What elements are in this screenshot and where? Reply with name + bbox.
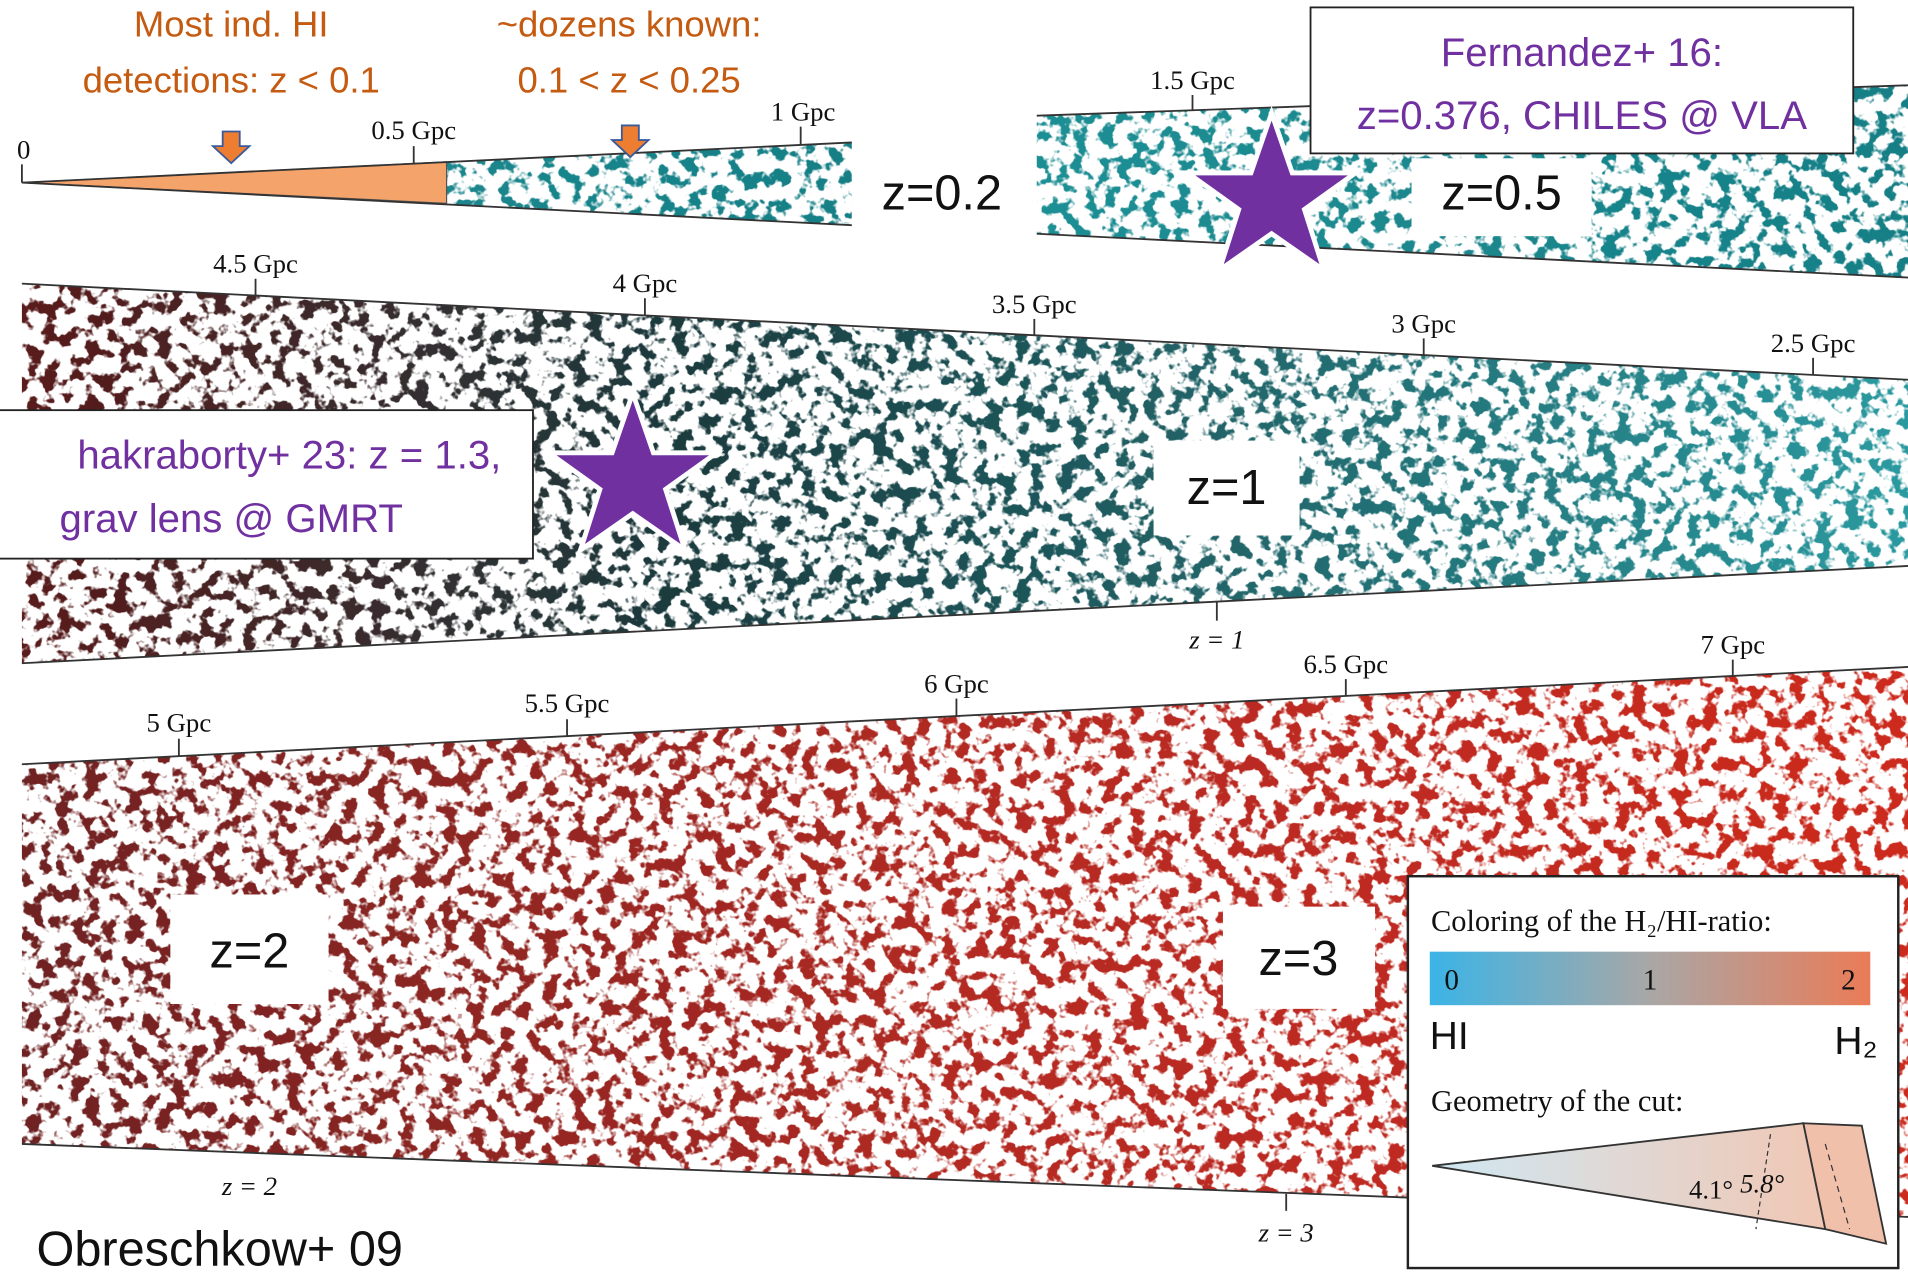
callout-text: hakraborty+ 23: z = 1.3,: [77, 433, 501, 478]
distance-label: 5 Gpc: [147, 707, 212, 737]
distance-label: 6 Gpc: [924, 668, 989, 698]
legend-angle: 4.1°: [1689, 1175, 1733, 1205]
legend-left: HI: [1430, 1015, 1469, 1058]
legend-scale: 2: [1841, 964, 1856, 996]
distance-label: 7 Gpc: [1700, 630, 1765, 660]
figure: 0 0.5 Gpc 1 Gpc 1.5 Gpc 4.5 Gpc 4 Gpc 3.…: [0, 0, 1908, 1273]
legend: Coloring of the H₂/HI-ratio: 0 1 2 HI H₂…: [1408, 876, 1898, 1268]
callout-text: ~dozens known:: [497, 4, 762, 45]
legend-scale: 1: [1643, 964, 1658, 996]
distance-label: 6.5 Gpc: [1303, 649, 1388, 679]
redshift-tick: z = 3: [1258, 1217, 1314, 1247]
distance-label: 3 Gpc: [1391, 308, 1456, 338]
callout-text: Most ind. HI: [134, 4, 329, 45]
distance-label: 1 Gpc: [771, 97, 836, 127]
distance-label: 2.5 Gpc: [1771, 328, 1856, 358]
distance-label: 5.5 Gpc: [525, 688, 610, 718]
callout-text: Fernandez+ 16:: [1441, 30, 1723, 75]
legend-angle: 5.8°: [1740, 1169, 1784, 1199]
distance-label: 1.5 Gpc: [1150, 65, 1235, 95]
credit: Obreschkow+ 09: [37, 1223, 403, 1273]
distance-label: 3.5 Gpc: [992, 289, 1077, 319]
redshift-box: z=2: [210, 924, 290, 978]
redshift-box: z=0.2: [882, 166, 1002, 220]
distance-label: 0: [17, 134, 30, 164]
redshift-tick: z = 1: [1188, 625, 1244, 655]
redshift-tick: z = 2: [221, 1171, 277, 1201]
legend-geometry-title: Geometry of the cut:: [1431, 1084, 1683, 1118]
redshift-box: z=0.5: [1441, 166, 1561, 220]
callout-text: grav lens @ GMRT: [60, 496, 403, 541]
distance-label: 0.5 Gpc: [371, 115, 456, 145]
page: 0 0.5 Gpc 1 Gpc 1.5 Gpc 4.5 Gpc 4 Gpc 3.…: [0, 0, 1908, 1273]
legend-title: Coloring of the H₂/HI-ratio:: [1431, 904, 1772, 938]
callout-text: 0.1 < z < 0.25: [517, 60, 740, 101]
redshift-box: z=1: [1187, 461, 1267, 515]
legend-scale: 0: [1444, 964, 1459, 996]
callout-text: z=0.376, CHILES @ VLA: [1357, 93, 1807, 138]
distance-label: 4 Gpc: [613, 268, 678, 298]
legend-right: H₂: [1834, 1020, 1877, 1063]
distance-label: 4.5 Gpc: [213, 249, 298, 279]
redshift-box: z=3: [1258, 932, 1338, 986]
callout-text: detections: z < 0.1: [83, 60, 380, 101]
